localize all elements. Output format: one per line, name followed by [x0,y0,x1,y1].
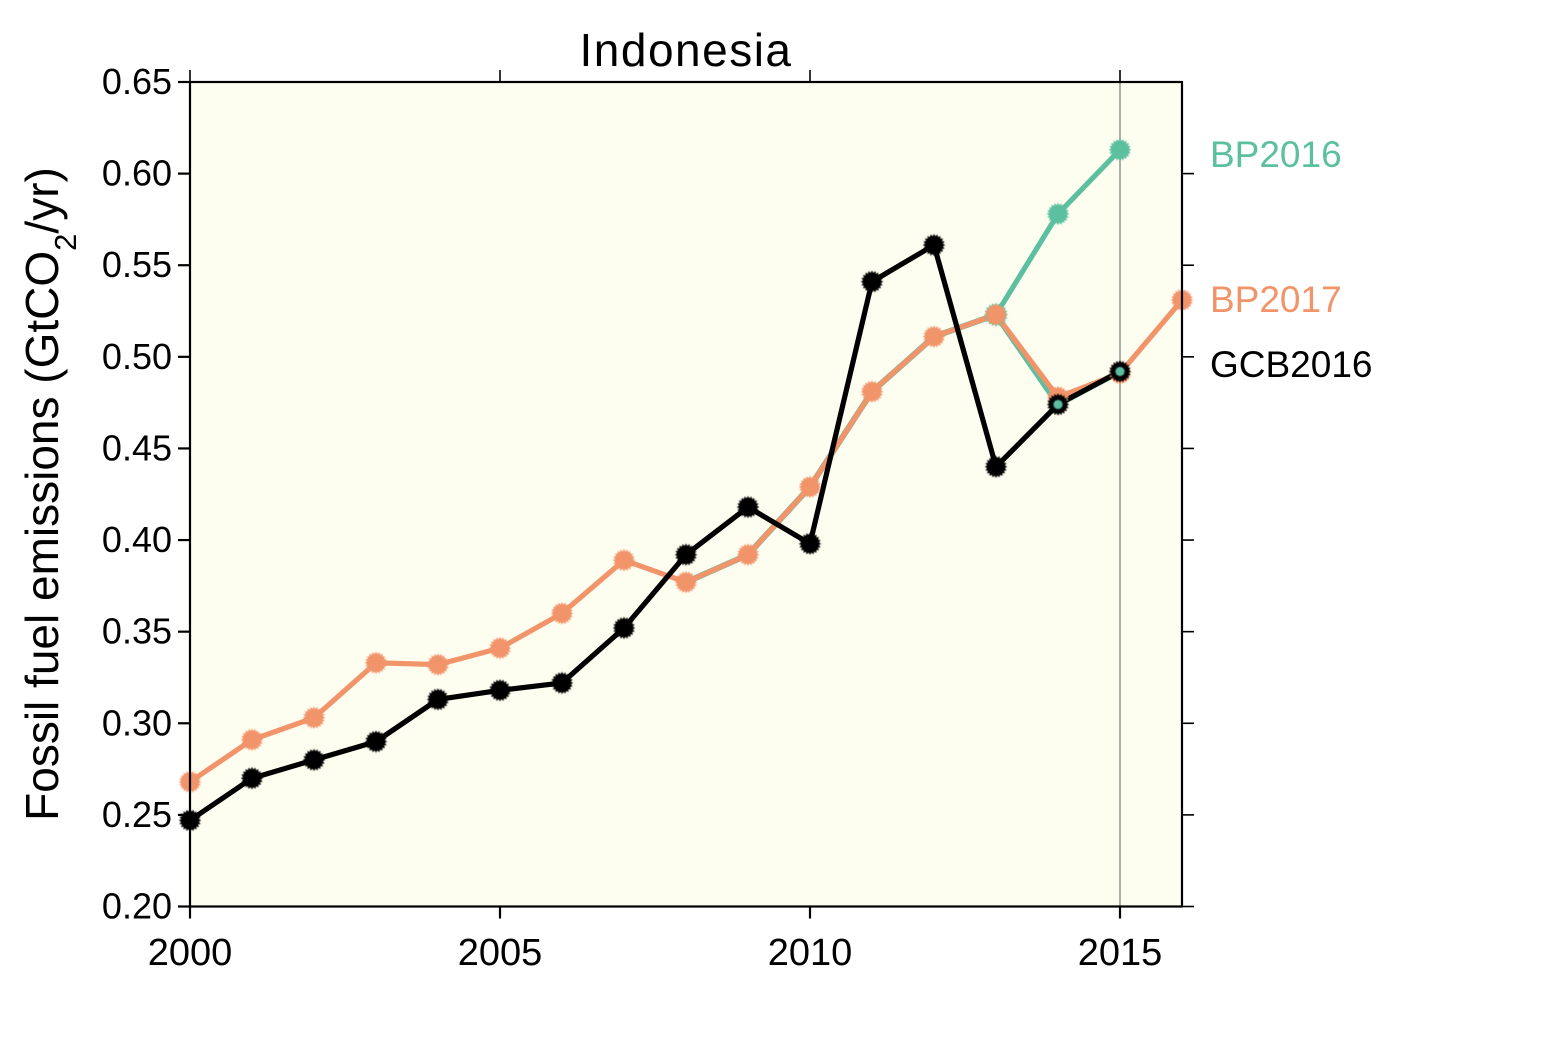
svg-text:0.20: 0.20 [102,886,172,927]
svg-text:0.25: 0.25 [102,794,172,835]
svg-text:BP2017: BP2017 [1210,279,1342,320]
svg-text:Indonesia: Indonesia [580,24,793,76]
svg-text:0.50: 0.50 [102,336,172,377]
svg-text:0.30: 0.30 [102,702,172,743]
svg-text:0.35: 0.35 [102,611,172,652]
svg-text:0.40: 0.40 [102,519,172,560]
svg-text:0.55: 0.55 [102,244,172,285]
svg-text:GCB2016: GCB2016 [1210,344,1373,385]
svg-text:0.65: 0.65 [102,61,172,102]
svg-text:2000: 2000 [148,932,233,974]
svg-text:BP2016: BP2016 [1210,134,1342,175]
svg-text:2005: 2005 [458,932,543,974]
svg-text:2015: 2015 [1078,932,1163,974]
svg-text:0.45: 0.45 [102,427,172,468]
svg-text:2010: 2010 [768,932,853,974]
svg-text:0.60: 0.60 [102,153,172,194]
svg-text:Fossil fuel emissions (GtCO2/y: Fossil fuel emissions (GtCO2/yr) [16,167,83,821]
